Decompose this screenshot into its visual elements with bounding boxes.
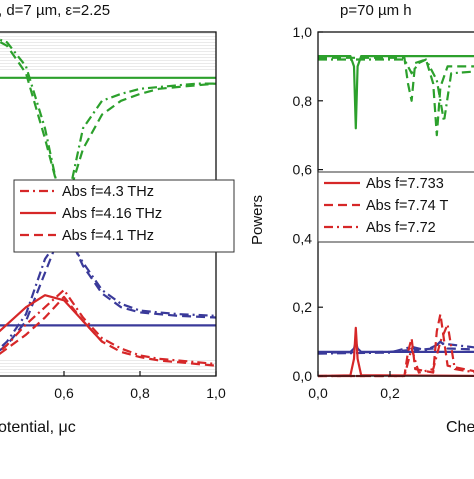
chart-left-title: , d=7 µm, ε=2.25 — [0, 2, 110, 19]
series-line-1-7 — [318, 313, 474, 378]
series-line-1-0 — [318, 54, 474, 130]
chart-right-x-ticks: 0,0 0,2 — [308, 371, 400, 401]
y-tick-label: 0,2 — [293, 299, 313, 315]
legend-box — [13, 179, 235, 253]
chart-right-title: p=70 µm h — [340, 2, 412, 19]
series-line-0-5 — [0, 230, 217, 350]
legend-entry-label: Abs f=7.733 — [366, 176, 444, 192]
chart-right: p=70 µm h Powers 0,00,20,40,60,81,0 0,0 0… — [249, 2, 474, 436]
legend-entry-label: Abs f=7.72 — [366, 220, 436, 236]
chart-right-y-ticks: 0,0 0,2 0,4 0,6 0,8 1,0 — [293, 24, 323, 384]
y-tick-label: 0,0 — [293, 368, 313, 384]
legend-entry-label: Abs f=4.3 THz — [62, 184, 154, 200]
y-tick-label: 0,8 — [293, 93, 313, 109]
series-line-0-8 — [0, 288, 217, 366]
chart-left-hatch-band — [0, 32, 216, 72]
chart-right-xlabel: Che — [446, 419, 474, 436]
chart-right-ylabel: Powers — [249, 195, 266, 245]
legend-entry-label: Abs f=4.16 THz — [62, 206, 162, 222]
series-line-0-7 — [0, 295, 217, 367]
chart-left: , d=7 µm, ε=2.25 0,6 0,8 1,0 otential, μc … — [0, 2, 235, 436]
x-tick-label: 0,6 — [54, 385, 74, 401]
series-line-0-4 — [0, 223, 217, 352]
series-line-0-1 — [0, 40, 217, 212]
chart-right-series-group — [317, 54, 474, 378]
chart-right-legend: Abs f=7.733 Abs f=7.74 T Abs f=7.72 — [317, 171, 474, 243]
series-line-1-1 — [318, 56, 474, 137]
chart-left-legend: Abs f=4.3 THz Abs f=4.16 THz Abs f=4.1 THz — [13, 179, 235, 253]
legend-entry-label: Abs f=4.1 THz — [62, 228, 154, 244]
x-tick-label: 0,8 — [130, 385, 150, 401]
x-tick-label: 0,2 — [380, 385, 400, 401]
series-line-1-8 — [318, 323, 474, 378]
chart-left-x-ticks: 0,6 0,8 1,0 — [54, 371, 226, 401]
chart-left-xlabel: otential, μc — [0, 419, 76, 436]
y-tick-label: 0,6 — [293, 162, 313, 178]
chart-left-hatch-band-bottom — [0, 360, 216, 375]
x-tick-label: 0,0 — [308, 385, 328, 401]
series-line-1-2 — [318, 58, 474, 123]
y-tick-label: 0,4 — [293, 230, 313, 246]
legend-entry-label: Abs f=7.74 T — [366, 198, 448, 214]
y-tick-label: 1,0 — [293, 24, 313, 40]
x-tick-label: 1,0 — [206, 385, 226, 401]
chart-left-series-group — [0, 38, 217, 367]
